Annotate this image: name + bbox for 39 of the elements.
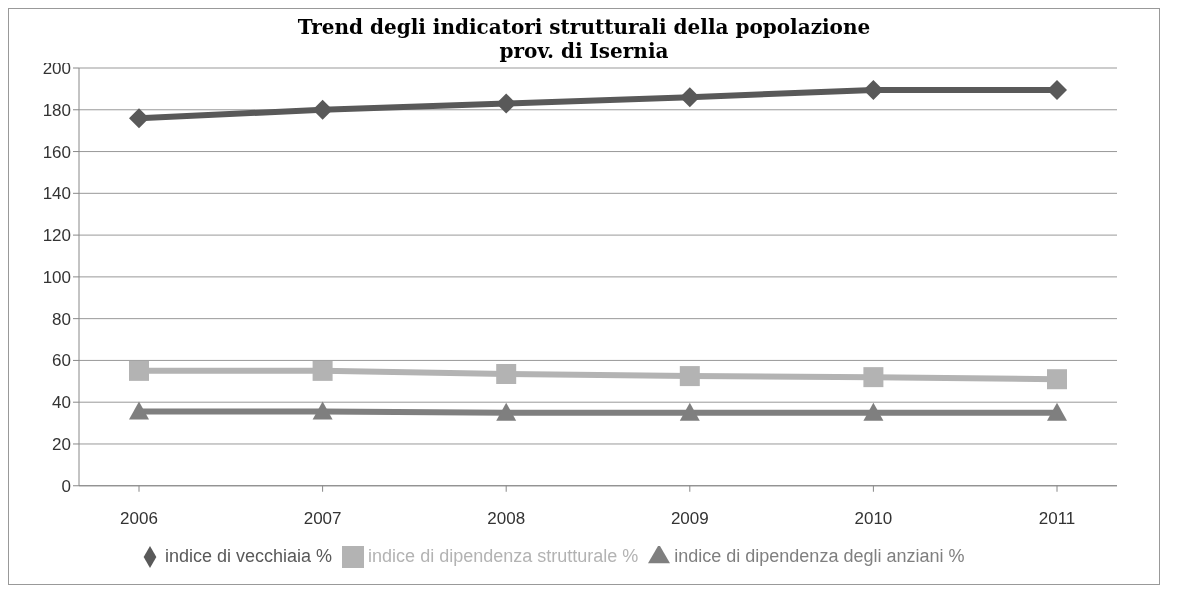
y-tick-label: 200 bbox=[42, 59, 71, 79]
point bbox=[1047, 79, 1067, 100]
point bbox=[863, 79, 884, 100]
point bbox=[129, 360, 149, 381]
y-tick-label: 100 bbox=[42, 267, 71, 287]
point bbox=[496, 364, 517, 384]
y-tick-label: 20 bbox=[52, 435, 71, 455]
point bbox=[863, 367, 884, 388]
point bbox=[679, 402, 700, 421]
x-tick-label: 2010 bbox=[854, 508, 893, 528]
point bbox=[496, 402, 517, 421]
x-tick-label: 2006 bbox=[120, 508, 158, 528]
x-tick-label: 2007 bbox=[303, 508, 342, 528]
point bbox=[129, 401, 149, 420]
y-tick-label: 140 bbox=[42, 184, 71, 204]
legend-label: indice di vecchiaia % bbox=[165, 545, 333, 566]
point bbox=[1047, 369, 1067, 390]
point bbox=[1047, 402, 1067, 421]
legend-label: indice di dipendenza strutturale % bbox=[368, 545, 639, 566]
point bbox=[312, 401, 333, 420]
y-tick-label: 120 bbox=[42, 226, 71, 246]
y-tick-label: 180 bbox=[42, 100, 71, 120]
y-tick-label: 60 bbox=[52, 351, 71, 371]
y-tick-label: 160 bbox=[42, 142, 71, 162]
x-tick-label: 2011 bbox=[1038, 508, 1076, 528]
point bbox=[312, 360, 333, 381]
legend-label: indice di dipendenza degli anziani % bbox=[674, 545, 965, 566]
point bbox=[496, 93, 517, 114]
y-tick-label: 80 bbox=[52, 309, 71, 329]
point bbox=[312, 99, 333, 120]
point bbox=[863, 402, 884, 421]
x-tick-label: 2009 bbox=[670, 508, 709, 528]
point bbox=[129, 108, 149, 129]
y-tick-label: 40 bbox=[52, 393, 71, 413]
x-tick-label: 2008 bbox=[487, 508, 526, 528]
chart-title: Trend degli indicatori strutturali della popolazione prov. di Isernia bbox=[296, 15, 872, 63]
point bbox=[679, 366, 700, 387]
point bbox=[679, 87, 700, 108]
y-tick-label: 0 bbox=[61, 476, 71, 496]
